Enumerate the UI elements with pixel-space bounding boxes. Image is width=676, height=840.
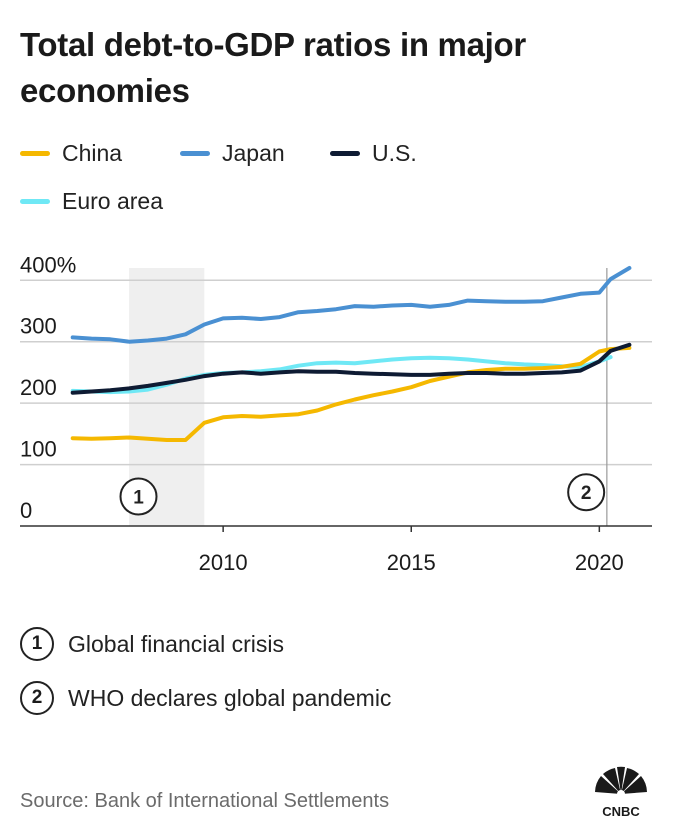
series-line-u-s <box>70 342 632 395</box>
legend-item-us: U.S. <box>330 140 417 167</box>
note-text-1: Global financial crisis <box>68 630 285 657</box>
note-pandemic: 2 WHO declares global pandemic <box>20 676 391 720</box>
source-note: Source: Bank of International Settlement… <box>20 790 390 812</box>
y-tick-label-300: 300 <box>20 314 57 339</box>
series-line-euro-area <box>70 355 613 395</box>
x-tick-label-2020: 2020 <box>575 550 624 575</box>
note-marker-2: 2 <box>20 681 54 715</box>
chart-marker-2-label: 2 <box>581 483 592 504</box>
legend-label-china: China <box>62 140 123 166</box>
y-tick-label-400: 400% <box>20 252 76 277</box>
note-marker-1: 1 <box>20 627 54 661</box>
logo-text: CNBC <box>602 804 640 819</box>
y-tick-label-0: 0 <box>20 498 32 523</box>
legend-item-japan: Japan <box>180 140 285 167</box>
legend-label-japan: Japan <box>222 140 285 166</box>
legend-swatch-china <box>20 151 50 156</box>
note-text-2: WHO declares global pandemic <box>68 684 392 711</box>
chart-marker-1-circle <box>119 477 158 516</box>
series-line-japan <box>70 266 632 344</box>
chart-title: Total debt-to-GDP ratios in major econom… <box>20 26 526 109</box>
chart-marker-1-label: 1 <box>133 488 144 509</box>
chart-notes: 1 Global financial crisis 2 WHO declares… <box>20 622 391 730</box>
chart-marker-2-circle <box>567 473 606 512</box>
y-tick-label-200: 200 <box>20 375 57 400</box>
cnbc-peacock-logo: CNBC <box>595 766 647 819</box>
x-tick-label-2010: 2010 <box>199 550 248 575</box>
x-tick-label-2015: 2015 <box>387 550 436 575</box>
legend-swatch-us <box>330 151 360 156</box>
legend-label-euro-area: Euro area <box>62 188 164 214</box>
legend-swatch-japan <box>180 151 210 156</box>
legend-item-china: China <box>20 140 122 167</box>
legend-label-us: U.S. <box>372 140 417 166</box>
note-financial-crisis: 1 Global financial crisis <box>20 622 391 666</box>
legend-swatch-euro-area <box>20 199 50 204</box>
line-chart: 0 100 200 300 400% 2010 2015 2020 1 2 <box>20 252 652 575</box>
legend-item-euro-area: Euro area <box>20 188 163 215</box>
y-tick-label-100: 100 <box>20 437 57 462</box>
series-line-china <box>70 345 632 442</box>
